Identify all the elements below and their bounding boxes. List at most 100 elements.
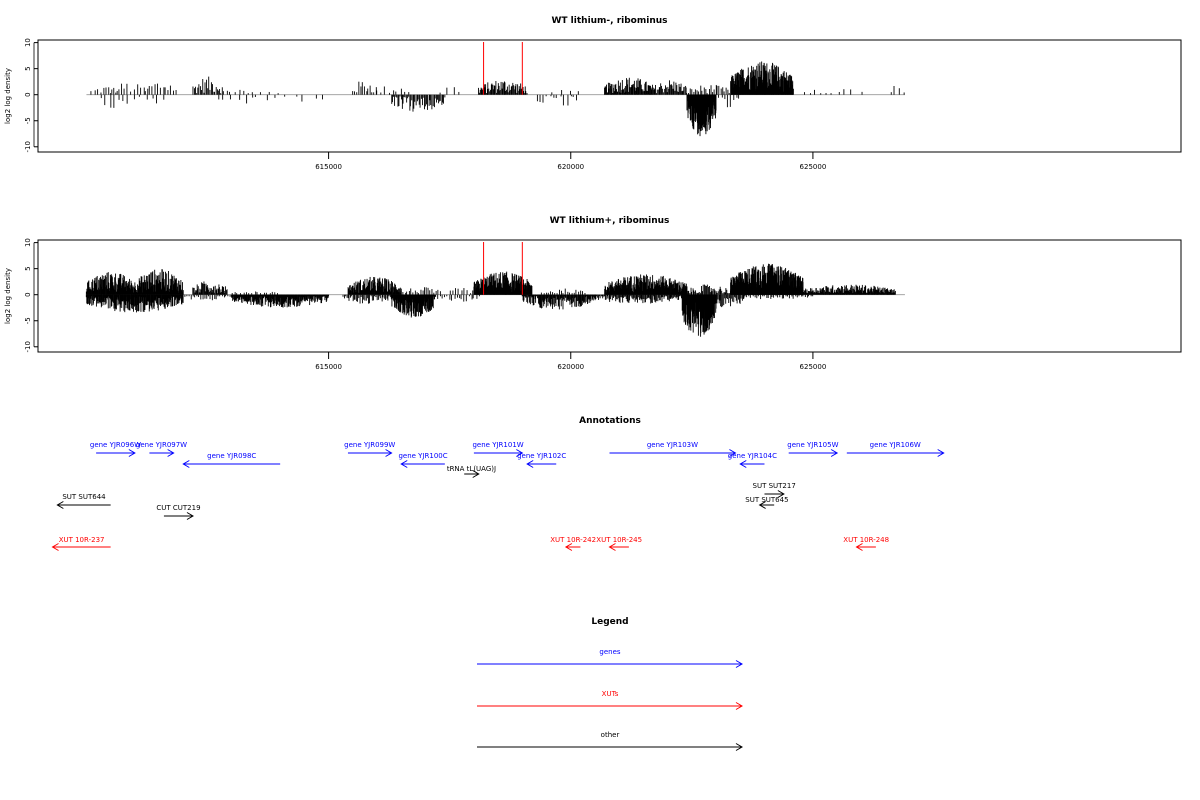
arrow-head <box>186 512 194 520</box>
legend-item: genes <box>477 648 743 668</box>
annotation-feature: tRNA tL(UAG)J <box>447 465 496 478</box>
annotation-label: gene YJR104C <box>728 452 777 460</box>
y-tick-label: 5 <box>24 266 32 270</box>
arrow-head <box>758 501 766 509</box>
annotation-feature: gene YJR099W <box>344 441 395 457</box>
track-panel-lithium-plus: WT lithium+, ribominus 10 5 0 -5 -10 log2 log … <box>4 216 1182 371</box>
arrow-head <box>128 449 136 457</box>
annotation-feature: SUT SUT644 <box>56 493 111 509</box>
y-tick-label: -5 <box>24 317 32 324</box>
x-tick-label: 625000 <box>800 363 827 371</box>
annotation-label: SUT SUT217 <box>753 482 796 490</box>
x-tick-label: 620000 <box>557 163 584 171</box>
annotation-label: XUT 10R-245 <box>596 536 642 544</box>
annotation-label: gene YJR099W <box>344 441 395 449</box>
annotation-label: XUT 10R-242 <box>550 536 596 544</box>
y-tick-label: -5 <box>24 117 32 124</box>
arrow-head <box>735 660 743 668</box>
annotation-feature: gene YJR105W <box>787 441 839 457</box>
annotation-label: SUT SUT644 <box>62 493 106 501</box>
legend-label: other <box>601 731 620 739</box>
arrow-head <box>855 543 863 551</box>
annotation-label: XUT 10R-248 <box>843 536 889 544</box>
annotation-label: gene YJR106W <box>870 441 921 449</box>
annotation-feature: gene YJR101W <box>472 441 524 457</box>
annotation-label: gene YJR102C <box>517 452 566 460</box>
arrow-head <box>472 470 480 478</box>
annotation-feature: gene YJR098C <box>182 452 281 468</box>
annotation-feature: gene YJR102C <box>517 452 566 468</box>
annotation-label: gene YJR098C <box>207 452 256 460</box>
track-panel-lithium-minus: WT lithium-, ribominus 10 5 0 -5 -10 log2 log … <box>4 16 1182 171</box>
annotation-feature: gene YJR104C <box>728 452 777 468</box>
y-tick-label: 0 <box>24 92 32 96</box>
panel-title: WT lithium-, ribominus <box>551 16 667 26</box>
panel-title: WT lithium+, ribominus <box>550 216 670 226</box>
legend-label: XUTs <box>602 690 619 698</box>
x-tick-label: 615000 <box>315 363 342 371</box>
x-tick-label: 620000 <box>557 363 584 371</box>
legend-item: other <box>477 731 743 751</box>
annotation-label: gene YJR100C <box>398 452 447 460</box>
arrow-head <box>830 449 839 457</box>
y-tick-label: 0 <box>24 292 32 296</box>
annotation-label: XUT 10R-237 <box>59 536 105 544</box>
density-bars <box>90 61 905 137</box>
annotation-label: gene YJR103W <box>647 441 698 449</box>
annotation-label: gene YJR097W <box>136 441 187 449</box>
arrow-head <box>182 460 190 468</box>
arrow-head <box>937 449 945 457</box>
legend-layer: genes XUTs other <box>477 648 743 751</box>
legend-item: XUTs <box>477 690 743 710</box>
arrow-head <box>385 449 393 457</box>
arrow-head <box>608 543 616 551</box>
annotation-feature: XUT 10R-237 <box>51 536 111 551</box>
annotation-label: tRNA tL(UAG)J <box>447 465 496 473</box>
annotation-label: gene YJR101W <box>472 441 523 449</box>
y-tick-label: 10 <box>24 238 32 247</box>
plot-frame <box>37 239 1182 353</box>
annotation-feature: gene YJR106W <box>846 441 945 457</box>
annotation-label: gene YJR105W <box>787 441 838 449</box>
arrow-head <box>739 460 747 468</box>
arrow-head <box>735 702 743 710</box>
arrow-head <box>167 449 175 457</box>
annotation-label: SUT SUT645 <box>745 496 788 504</box>
annotation-feature: CUT CUT219 <box>156 504 201 520</box>
y-tick-label: -10 <box>24 141 32 152</box>
y-tick-label: 5 <box>24 66 32 70</box>
y-axis-label: log2 log density <box>4 68 12 124</box>
arrow-head <box>56 501 64 509</box>
arrow-head <box>729 449 737 457</box>
legend-label: genes <box>599 648 620 656</box>
annotation-label: gene YJR096W <box>90 441 141 449</box>
annotation-feature: gene YJR097W <box>136 441 187 457</box>
annotation-feature: XUT 10R-248 <box>843 536 889 551</box>
y-axis-label: log2 log density <box>4 268 12 324</box>
annotation-feature: gene YJR103W <box>609 441 737 457</box>
arrow-head <box>735 743 743 751</box>
annotation-feature: SUT SUT645 <box>745 496 789 509</box>
annotation-feature: gene YJR096W <box>90 441 141 457</box>
annotation-feature: XUT 10R-245 <box>596 536 642 551</box>
x-tick-label: 615000 <box>315 163 342 171</box>
annotation-feature: XUT 10R-242 <box>550 536 596 551</box>
annotation-feature: SUT SUT217 <box>753 482 796 498</box>
annotations-title: Annotations <box>579 416 641 426</box>
density-bars <box>85 263 896 337</box>
arrow-head <box>516 449 524 457</box>
arrow-head <box>526 460 534 468</box>
annotation-feature: gene YJR100C <box>398 452 448 468</box>
arrow-head <box>51 543 59 551</box>
arrow-head <box>400 460 408 468</box>
arrow-head <box>777 490 785 498</box>
y-tick-label: 10 <box>24 38 32 47</box>
y-tick-label: -10 <box>24 341 32 352</box>
legend-title: Legend <box>591 617 628 627</box>
arrow-head <box>564 543 573 551</box>
plot-frame <box>37 39 1182 153</box>
annotation-label: CUT CUT219 <box>156 504 200 512</box>
x-tick-label: 625000 <box>800 163 827 171</box>
